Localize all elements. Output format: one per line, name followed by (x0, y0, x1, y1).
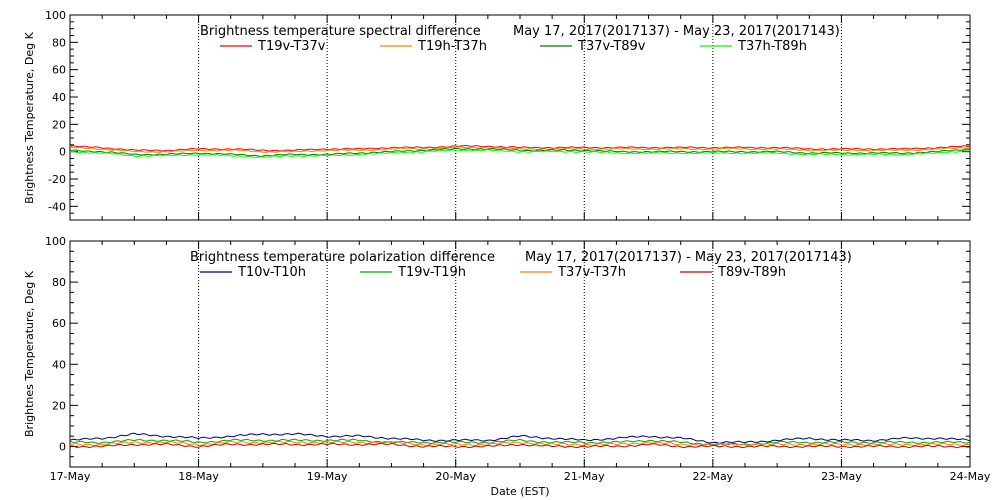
top-series-line (69, 146, 971, 153)
top-chart-date-range: May 17, 2017(2017137) - May 23, 2017(201… (513, 24, 840, 39)
bottom-chart-title: Brightness temperature polarization diff… (190, 250, 495, 265)
x-tick-label: 17-May (50, 470, 91, 483)
top-legend-label: T37v-T89v (577, 39, 646, 54)
bottom-y-tick-label: 80 (52, 276, 66, 289)
x-tick-label: 22-May (692, 470, 733, 483)
bottom-series-line (69, 440, 971, 447)
top-series-line (69, 149, 971, 159)
bottom-legend-label: T89v-T89h (717, 265, 786, 280)
bottom-series-line (69, 432, 971, 444)
top-series-line (69, 144, 971, 152)
bottom-series-line (70, 442, 970, 449)
bottom-y-tick-label: 100 (45, 235, 66, 248)
bottom-y-axis-title: Brightnes Temperature, Deg K (23, 270, 36, 437)
x-tick-label: 18-May (178, 470, 219, 483)
top-chart-title: Brightness temperature spectral differen… (200, 24, 481, 39)
top-legend-label: T19h-T37h (417, 39, 487, 54)
top-plot-frame (69, 14, 971, 221)
bottom-y-tick-label: 40 (52, 358, 66, 371)
top-y-tick-label: 60 (52, 64, 66, 77)
x-tick-label: 20-May (435, 470, 476, 483)
bottom-chart-date-range: May 17, 2017(2017137) - May 23, 2017(201… (525, 250, 852, 265)
top-y-tick-label: 20 (52, 118, 66, 131)
bottom-y-tick-label: 20 (52, 399, 66, 412)
top-y-axis-title: Brightness Temperature, Deg K (23, 31, 36, 203)
top-y-tick-label: 0 (59, 146, 66, 159)
top-y-tick-label: 40 (52, 91, 66, 104)
bottom-legend-label: T37v-T37h (557, 265, 626, 280)
x-tick-label: 19-May (307, 470, 348, 483)
top-y-tick-label: 80 (52, 36, 66, 49)
x-tick-label: 24-May (950, 470, 991, 483)
bottom-series-line (69, 438, 971, 446)
bottom-legend-label: T19v-T19h (397, 265, 466, 280)
bottom-y-tick-label: 60 (52, 317, 66, 330)
top-y-tick-label: 100 (45, 9, 66, 22)
top-legend-label: T37h-T89h (737, 39, 807, 54)
x-axis-title: Date (EST) (490, 485, 549, 498)
top-legend-label: T19v-T37v (257, 39, 326, 54)
top-y-tick-label: -20 (48, 173, 66, 186)
x-tick-label: 21-May (564, 470, 605, 483)
bottom-plot-frame (69, 240, 971, 468)
x-tick-label: 23-May (821, 470, 862, 483)
top-series-line (69, 147, 971, 157)
top-y-tick-label: -40 (48, 200, 66, 213)
bottom-legend-label: T10v-T10h (237, 265, 306, 280)
bottom-y-tick-label: 0 (59, 440, 66, 453)
